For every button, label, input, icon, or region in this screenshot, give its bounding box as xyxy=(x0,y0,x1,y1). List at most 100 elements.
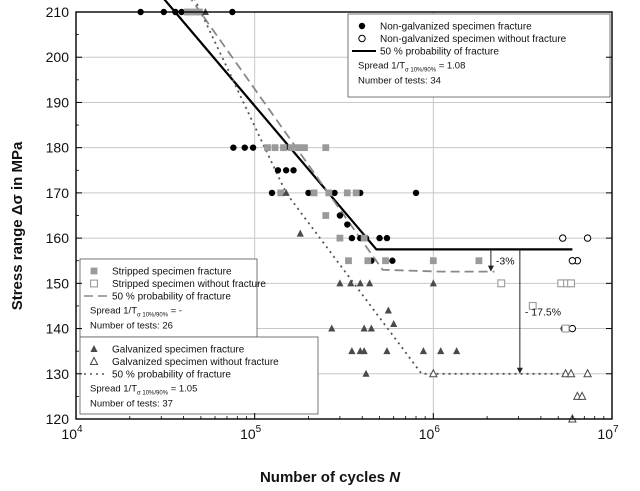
point-open-triangle xyxy=(428,368,438,378)
x-tick-label: 106 xyxy=(419,424,441,442)
y-tick-label: 130 xyxy=(46,366,70,382)
legend-marker-open-triangle xyxy=(89,356,99,365)
legends: Non-galvanized specimen fractureNon-galv… xyxy=(79,13,611,415)
point-open-square xyxy=(561,324,570,333)
point-filled-circle xyxy=(376,234,383,242)
y-tick-label: 140 xyxy=(46,321,70,337)
point-filled-square xyxy=(322,144,330,152)
point-filled-square xyxy=(343,189,351,197)
legend-entry-label: Galvanized specimen fracture xyxy=(112,345,245,356)
point-filled-triangle xyxy=(360,324,368,332)
legend-spread: Spread 1/Tσ 10%/90% = - xyxy=(90,306,182,319)
point-filled-circle xyxy=(336,212,344,219)
tick-labels: 120 130 140 150 160 170 180 190 200 210 104 105 106 1… xyxy=(46,4,619,442)
point-filled-circle xyxy=(249,144,257,151)
point-filled-triangle xyxy=(453,347,461,355)
legend-marker-open-circle xyxy=(358,34,366,43)
legend-spread: Spread 1/Tσ 10%/90% = 1.05 xyxy=(90,384,197,397)
point-filled-triangle xyxy=(390,320,398,328)
point-filled-triangle xyxy=(348,347,356,355)
point-filled-square xyxy=(429,257,437,265)
point-filled-triangle xyxy=(296,229,304,237)
annotation-arrow-head xyxy=(516,367,523,374)
x-tick-label: 105 xyxy=(240,424,262,442)
point-filled-circle xyxy=(344,221,351,228)
point-open-square xyxy=(567,279,576,288)
point-filled-circle xyxy=(290,167,297,174)
point-open-circle xyxy=(568,257,577,265)
legend-box xyxy=(347,13,611,98)
point-filled-triangle xyxy=(419,347,428,355)
legend-entry-label: 50 % probability of fracture xyxy=(380,47,499,58)
point-filled-square xyxy=(382,257,389,265)
point-filled-square xyxy=(310,189,318,197)
y-tick-label: 150 xyxy=(46,275,70,291)
data-points xyxy=(137,8,592,423)
legend-entry-label: 50 % probability of fracture xyxy=(112,292,231,303)
point-filled-square xyxy=(345,257,352,265)
fit-line-dotted xyxy=(194,0,573,375)
point-filled-square xyxy=(322,212,330,219)
x-tick-label: 104 xyxy=(61,424,83,442)
legend-number-of-tests: Number of tests: 37 xyxy=(90,399,173,410)
y-tick-label: 170 xyxy=(46,185,70,201)
annotation-label: -3% xyxy=(496,255,515,267)
point-filled-triangle xyxy=(360,347,368,355)
point-filled-square xyxy=(271,144,279,152)
legend-entry-label: Non-galvanized specimen fracture xyxy=(380,22,532,33)
y-tick-label: 180 xyxy=(46,140,70,156)
point-filled-circle xyxy=(383,234,391,242)
point-filled-square xyxy=(294,144,302,152)
legend-top-right: Non-galvanized specimen fractureNon-galv… xyxy=(347,13,611,98)
x-axis-symbol: N xyxy=(389,469,401,486)
legend-box xyxy=(79,258,258,338)
point-filled-square xyxy=(287,144,295,152)
legend-entry-label: 50 % probability of fracture xyxy=(112,370,231,381)
point-filled-triangle xyxy=(362,369,370,377)
y-tick-label: 200 xyxy=(46,49,70,65)
point-open-square xyxy=(528,301,537,310)
point-filled-triangle xyxy=(437,347,445,355)
point-filled-square xyxy=(277,189,285,197)
point-open-triangle xyxy=(566,368,576,378)
annotation-label: - 17.5% xyxy=(525,307,561,319)
point-filled-square xyxy=(352,189,360,197)
point-filled-circle xyxy=(389,257,396,264)
y-tick-label: 210 xyxy=(46,4,70,20)
fit-line-solid xyxy=(163,0,573,251)
point-filled-triangle xyxy=(366,279,374,287)
legend-box xyxy=(79,336,319,415)
point-filled-triangle xyxy=(429,279,437,287)
point-filled-circle xyxy=(331,189,338,197)
legend-number-of-tests: Number of tests: 26 xyxy=(90,321,173,332)
legend-entry-label: Non-galvanized specimen without fracture xyxy=(380,34,567,45)
legend-entry-label: Stripped specimen without fracture xyxy=(112,279,266,290)
x-axis-title: Number of cycles N xyxy=(260,469,401,486)
point-filled-circle xyxy=(241,144,248,151)
point-filled-triangle xyxy=(356,279,364,287)
legend-number-of-tests: Number of tests: 34 xyxy=(358,76,441,87)
point-filled-circle xyxy=(230,144,237,151)
point-filled-triangle xyxy=(383,347,391,355)
point-filled-square xyxy=(301,144,308,152)
point-filled-circle xyxy=(348,234,356,242)
point-filled-square xyxy=(360,234,368,242)
legend-entry-label: Galvanized specimen without fracture xyxy=(112,357,279,368)
point-open-square xyxy=(497,279,506,288)
point-open-circle xyxy=(559,234,567,242)
point-filled-square xyxy=(280,144,287,152)
point-filled-triangle xyxy=(336,279,344,287)
legend-entry-label: Stripped specimen fracture xyxy=(112,267,232,278)
legend-marker-filled-triangle xyxy=(90,345,98,352)
point-filled-circle xyxy=(412,189,420,197)
legend-spread: Spread 1/Tσ 10%/90% = 1.08 xyxy=(358,61,465,74)
y-tick-label: 160 xyxy=(46,230,70,246)
point-open-circle xyxy=(583,234,592,242)
point-open-triangle xyxy=(561,368,571,378)
point-filled-triangle xyxy=(328,324,336,332)
y-axis-title: Stress range Δσ in MPa xyxy=(9,141,26,310)
point-filled-circle xyxy=(305,189,312,197)
